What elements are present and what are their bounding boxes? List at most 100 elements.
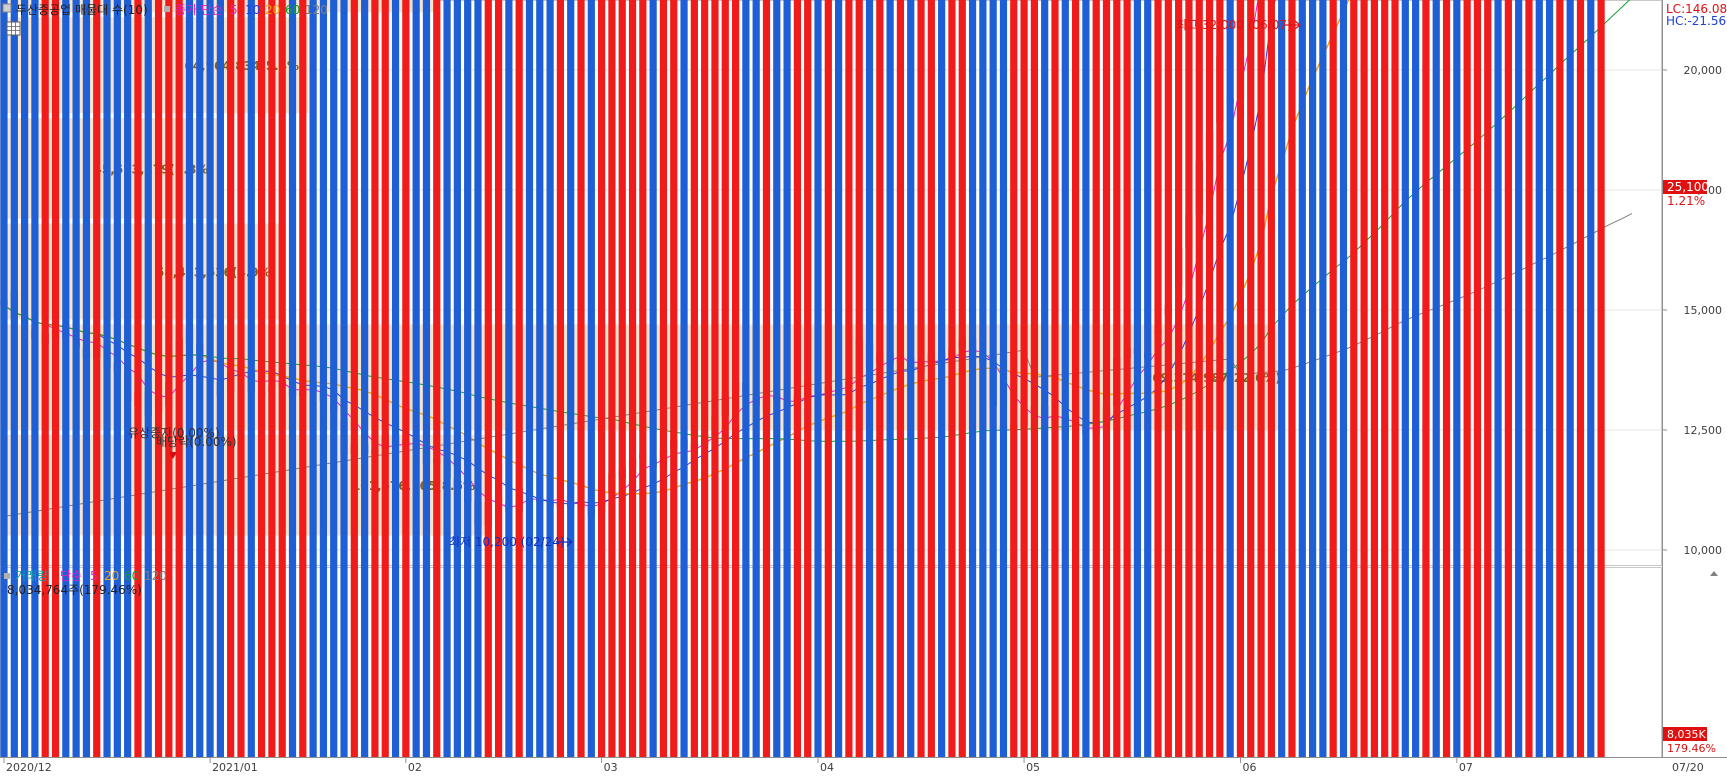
volume-bar: [443, 0, 451, 757]
volume-bar: [1092, 0, 1100, 757]
volume-bar: [196, 0, 204, 757]
price-ma-60: 60: [285, 3, 300, 17]
volume-bar: [1278, 0, 1286, 757]
volume-bar: [1082, 0, 1090, 757]
volume-bar: [299, 0, 307, 757]
volume-bar: [680, 0, 688, 757]
volume-bar: [1175, 0, 1183, 757]
volume-bar: [505, 0, 513, 757]
volume-bar: [1113, 0, 1121, 757]
volume-bar: [1308, 0, 1317, 757]
volume-bar: [1484, 0, 1492, 757]
volume-bar: [257, 0, 266, 757]
volume-ma-label: 단순: [60, 569, 82, 583]
volume-bar: [917, 0, 925, 757]
volume-bar: [1257, 0, 1265, 757]
event-label-ex-dividend: 배당락(0.00%): [156, 435, 237, 449]
current-volume-badge: [1663, 727, 1707, 741]
settings-icon[interactable]: [164, 6, 170, 12]
volume-bar: [907, 0, 915, 757]
volume-bar: [793, 0, 801, 757]
lc-label: LC:146.08: [1666, 2, 1727, 16]
current-price-badge: [1663, 180, 1707, 194]
volume-bar: [824, 0, 832, 757]
volume-bar: [762, 0, 771, 757]
volume-bar: [896, 0, 905, 757]
volume-bar: [464, 0, 472, 757]
volume-bar: [10, 0, 18, 757]
volume-bar: [1041, 0, 1049, 757]
volume-bar: [1566, 0, 1574, 757]
volume-bar: [144, 0, 152, 757]
volume-bar: [175, 0, 183, 757]
volume-bar: [742, 0, 750, 757]
volume-bar: [536, 0, 544, 757]
volume-bar: [185, 0, 194, 757]
volume-bar: [278, 0, 286, 757]
volume-bar: [72, 0, 80, 757]
volume-bar: [381, 0, 389, 757]
volume-bar: [1339, 0, 1348, 757]
volume-bar: [31, 0, 39, 757]
volume-bar: [546, 0, 554, 757]
price-tick-label: 20,000: [1684, 64, 1723, 77]
volume-bar: [93, 0, 101, 757]
volume-axis-area: [1662, 567, 1727, 757]
volume-profile-label: 45,623,179(3.8%): [94, 162, 214, 176]
volume-bar: [515, 0, 523, 757]
indicator-menu-icon[interactable]: [2, 3, 12, 13]
volume-bar: [1010, 0, 1018, 757]
volume-bar: [989, 0, 997, 757]
volume-bar: [433, 0, 441, 757]
volume-bar: [62, 0, 70, 757]
volume-panel-header: 거래량 단순 5 20 60 120 8,034,764주(179.46%): [4, 569, 167, 597]
volume-bars: [0, 0, 1605, 757]
event-label-rights-offering: 유상증자(0.00%): [128, 426, 220, 440]
volume-bar: [82, 0, 91, 757]
volume-settings-icon[interactable]: [4, 573, 10, 579]
high-annotation: 최고 32,000 (06/07): [1176, 18, 1292, 32]
date-axis-ticks: 2020/12 2021/01 02 03 04 05 06 07 07/20: [3, 757, 1704, 774]
grid-toggle-icon[interactable]: [6, 21, 21, 36]
volume-bar: [1597, 0, 1605, 757]
volume-bar: [958, 0, 966, 757]
volume-bar: [628, 0, 637, 757]
current-volume-label: 8,035K: [1667, 728, 1706, 741]
volume-bar: [1515, 0, 1523, 757]
volume-scroll-icon[interactable]: [1710, 571, 1718, 576]
volume-bar: [556, 0, 565, 757]
volume-bar: [1370, 0, 1379, 757]
volume-bar: [999, 0, 1008, 757]
volume-bar: [309, 0, 317, 757]
volume-bar: [1412, 0, 1420, 757]
volume-bar: [927, 0, 935, 757]
volume-bar: [1556, 0, 1564, 757]
volume-bar: [1030, 0, 1038, 757]
volume-bar: [979, 0, 987, 757]
volume-bar: [41, 0, 49, 757]
volume-bar: [1020, 0, 1028, 757]
volume-bar: [814, 0, 822, 757]
date-tick-label: 03: [604, 761, 618, 774]
volume-bar: [567, 0, 575, 757]
volume-bar: [598, 0, 606, 757]
volume-panel-title: 거래량: [15, 569, 48, 583]
volume-bar: [1061, 0, 1069, 757]
volume-bar: [855, 0, 863, 757]
volume-bar: [938, 0, 946, 757]
volume-bar: [783, 0, 791, 757]
volume-bar: [371, 0, 379, 757]
volume-bar: [1360, 0, 1368, 757]
volume-bar: [154, 0, 163, 757]
volume-bar: [206, 0, 214, 757]
volume-bar: [453, 0, 461, 757]
volume-bar: [1587, 0, 1595, 757]
volume-bar: [494, 0, 503, 757]
volume-bar: [618, 0, 626, 757]
volume-bar: [1123, 0, 1131, 757]
volume-bar: [51, 0, 60, 757]
volume-bar: [659, 0, 668, 757]
date-tick-label: 2021/01: [212, 761, 258, 774]
volume-bar: [690, 0, 698, 757]
